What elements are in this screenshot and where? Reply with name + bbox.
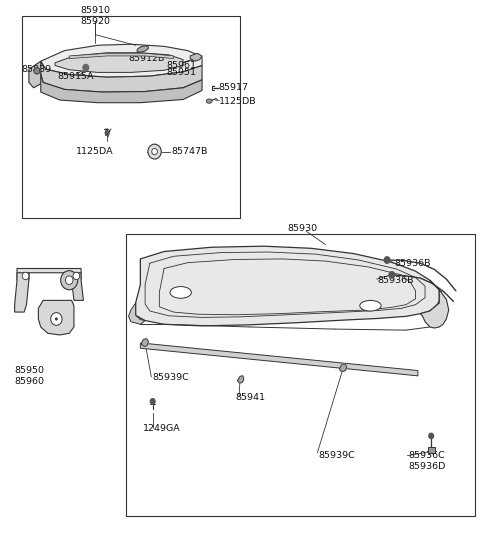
Text: 85941: 85941 — [235, 393, 265, 402]
Circle shape — [51, 313, 62, 325]
Text: 1249GA: 1249GA — [143, 424, 180, 433]
Circle shape — [429, 433, 433, 439]
Polygon shape — [238, 376, 244, 383]
Polygon shape — [136, 246, 439, 326]
Polygon shape — [38, 300, 74, 335]
Polygon shape — [55, 53, 183, 72]
Ellipse shape — [170, 287, 192, 298]
Polygon shape — [72, 273, 84, 300]
Circle shape — [150, 398, 155, 404]
Bar — [126, 234, 475, 516]
Text: 85936B: 85936B — [378, 275, 414, 285]
Circle shape — [83, 64, 89, 71]
Polygon shape — [41, 75, 202, 103]
Bar — [22, 16, 240, 218]
Polygon shape — [41, 61, 202, 92]
Text: 85910
85920: 85910 85920 — [80, 6, 110, 26]
Ellipse shape — [360, 300, 381, 311]
Circle shape — [60, 271, 78, 290]
Polygon shape — [17, 268, 81, 280]
Polygon shape — [129, 303, 145, 324]
Polygon shape — [14, 273, 29, 312]
Polygon shape — [141, 339, 148, 346]
Circle shape — [34, 68, 40, 74]
Circle shape — [384, 257, 390, 263]
Circle shape — [389, 272, 395, 278]
Circle shape — [22, 272, 29, 280]
Text: 85912B: 85912B — [129, 54, 165, 63]
Text: 85930: 85930 — [288, 224, 318, 233]
Text: 85839: 85839 — [22, 64, 52, 74]
Polygon shape — [420, 280, 449, 328]
Circle shape — [105, 131, 109, 135]
Polygon shape — [41, 44, 202, 77]
Text: 85936B: 85936B — [394, 259, 431, 267]
Circle shape — [152, 148, 157, 155]
Polygon shape — [69, 53, 174, 59]
Circle shape — [55, 317, 58, 321]
Text: 85950
85960: 85950 85960 — [14, 366, 45, 386]
Polygon shape — [140, 343, 418, 376]
Text: 1125DA: 1125DA — [76, 147, 114, 156]
Text: 85939C: 85939C — [318, 451, 355, 460]
Circle shape — [65, 276, 73, 285]
Polygon shape — [190, 53, 202, 61]
Bar — [428, 447, 434, 453]
Text: 85961: 85961 — [167, 61, 196, 70]
Text: 85951: 85951 — [167, 68, 196, 77]
Text: 85917: 85917 — [219, 83, 249, 92]
Text: 85936C
85936D: 85936C 85936D — [408, 451, 446, 471]
Circle shape — [148, 144, 161, 159]
Polygon shape — [29, 61, 43, 88]
Text: 1125DB: 1125DB — [219, 97, 256, 106]
Text: 85915A: 85915A — [57, 71, 94, 81]
Polygon shape — [340, 364, 347, 372]
Ellipse shape — [137, 46, 148, 52]
Ellipse shape — [206, 99, 212, 103]
Text: 85747B: 85747B — [171, 147, 207, 156]
Text: 85939C: 85939C — [152, 373, 189, 382]
Circle shape — [73, 272, 80, 280]
